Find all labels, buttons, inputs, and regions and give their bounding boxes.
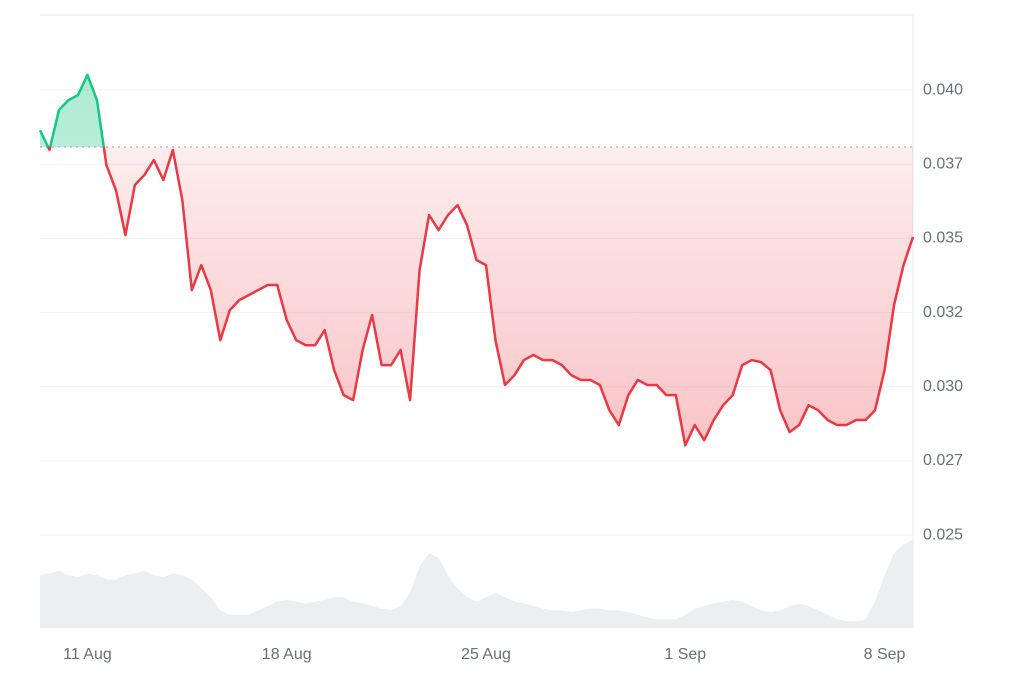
x-tick-label: 18 Aug <box>262 646 312 663</box>
x-tick-label: 25 Aug <box>461 646 511 663</box>
y-tick-label: 0.040 <box>923 81 963 98</box>
y-tick-label: 0.032 <box>923 304 963 321</box>
y-tick-label: 0.027 <box>923 452 963 469</box>
y-tick-label: 0.025 <box>923 526 963 543</box>
price-line <box>46 147 915 447</box>
x-tick-label: 8 Sep <box>864 646 906 663</box>
x-tick-label: 1 Sep <box>664 646 706 663</box>
volume-area <box>40 540 913 628</box>
y-tick-label: 0.035 <box>923 230 963 247</box>
y-tick-label: 0.037 <box>923 155 963 172</box>
x-tick-label: 11 Aug <box>63 646 112 663</box>
y-tick-label: 0.030 <box>923 378 963 395</box>
area-fill <box>48 147 913 446</box>
